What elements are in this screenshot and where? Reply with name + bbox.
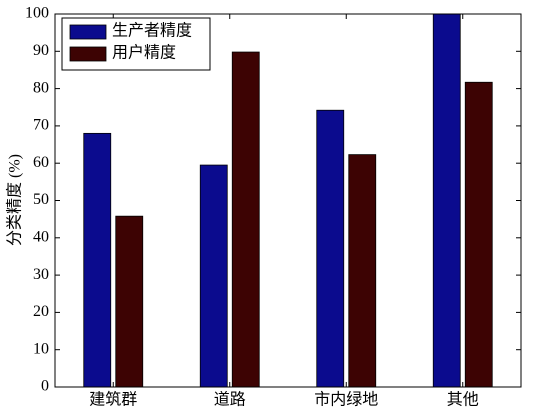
y-tick-label: 70 (33, 117, 49, 134)
bar (83, 132, 112, 388)
legend-label: 用户精度 (112, 44, 176, 62)
bar (464, 81, 493, 388)
y-tick-label: 80 (33, 79, 49, 96)
bar (115, 215, 144, 388)
legend-swatch (69, 24, 107, 40)
bar (199, 164, 228, 388)
bar (316, 109, 345, 388)
x-tick-label: 其他 (447, 391, 479, 409)
y-tick-label: 40 (33, 228, 49, 245)
x-tick-label: 道路 (214, 391, 246, 409)
y-axis-label: 分类精度 (%) (6, 154, 24, 246)
legend-label: 生产者精度 (112, 22, 192, 40)
bar (348, 154, 377, 388)
y-tick-label: 10 (33, 340, 49, 357)
x-tick-label: 市内绿地 (314, 391, 378, 409)
bar (231, 51, 260, 388)
y-tick-label: 30 (33, 266, 49, 283)
x-tick-label: 建筑群 (89, 391, 137, 409)
bar (432, 13, 461, 388)
y-tick-label: 100 (25, 5, 49, 22)
y-tick-label: 60 (33, 154, 49, 171)
legend-swatch (69, 46, 107, 62)
y-tick-label: 90 (33, 42, 49, 59)
y-tick-label: 0 (41, 378, 49, 395)
y-tick-label: 20 (33, 303, 49, 320)
y-tick-label: 50 (33, 191, 49, 208)
